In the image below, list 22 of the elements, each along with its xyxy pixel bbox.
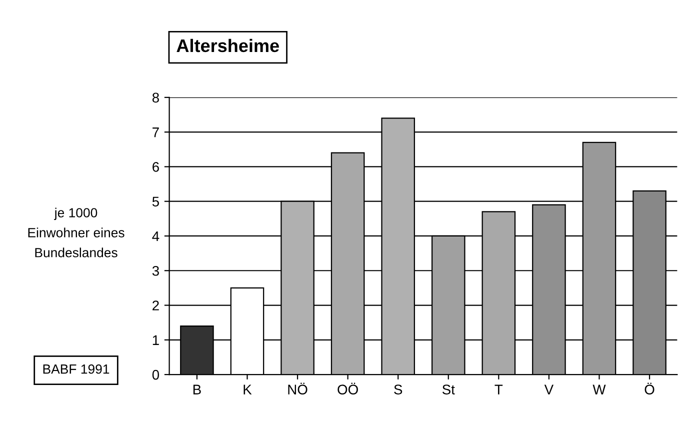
x-tick-label: Ö: [644, 382, 654, 394]
y-tick-label: 8: [152, 92, 159, 103]
y-tick-label: 5: [152, 196, 159, 207]
x-tick-label: S: [394, 384, 402, 394]
x-tick-label: V: [544, 384, 554, 394]
y-tick-label: 2: [152, 300, 159, 310]
y-axis-title: je 1000 Einwohner eines Bundeslandes: [28, 208, 124, 258]
y-tick-label: 1: [152, 335, 159, 345]
x-tick-label: K: [244, 384, 252, 394]
y-tick-label: 4: [152, 231, 160, 242]
y-tick-label: 6: [152, 162, 159, 172]
x-tick-label: W: [592, 384, 606, 394]
chart-title: Altersheime: [176, 38, 279, 52]
text: BABF 1991: [43, 364, 110, 374]
x-tick-label: OÖ: [338, 382, 358, 394]
x-tick-label: St: [442, 384, 455, 394]
y-tick-label: 3: [152, 266, 159, 276]
x-tick-label: B: [193, 384, 201, 394]
x-tick-label: NÖ: [288, 382, 308, 394]
x-tick-label: T: [494, 384, 503, 394]
y-tick-label: 7: [152, 128, 159, 138]
y-tick-label: 0: [152, 370, 160, 380]
